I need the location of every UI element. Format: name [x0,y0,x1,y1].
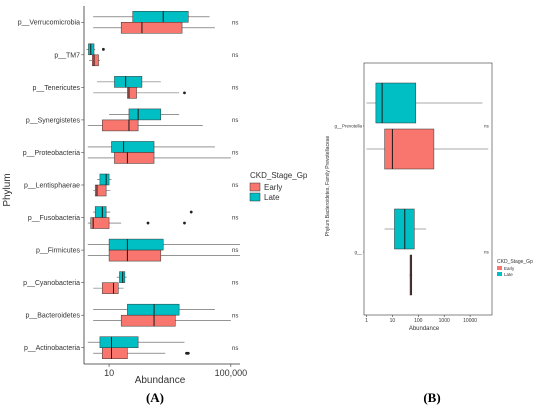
panel-b-category-label-g-prevotella: g__Prevotella [334,124,362,129]
panel-a-significance-p-firmicutes: ns [232,248,238,254]
panel-a-category-label-p-synergistetes: p__Synergistetes [26,117,81,124]
panel-a-box-p-lentisphaerae-late [99,173,110,186]
panel-a-category-label-p-fusobacteria: p__Fusobacteria [28,215,80,222]
panel-a-outlier-p-tenericutes-early-0 [183,91,186,95]
panel-b-significance-labels: ns ns [484,124,490,255]
panel-a-box-p-synergistetes-early [102,119,139,132]
panel-b-chart: g__Prevotella g__ ns ns 1 10 100 1000 10000 Ab… [325,62,533,405]
panel-a-x-tick-label-0: 10 [104,368,114,378]
panel-a-significance-p-fusobacteria: ns [232,216,238,222]
panel-a-box-p-bacteroidetes-late [127,303,180,316]
panel-b-legend-label-late: Late [504,272,513,277]
panel-a-legend-swatch-late [249,192,261,202]
panel-a-outlier-p-actinobacteria-early-2 [186,351,190,355]
panel-a-chart: p__Verrucomicrobia p__TM7 p__Tenericutes p_… [2,6,308,405]
panel-a-significance-labels: ns ns ns ns ns ns ns ns ns ns ns [232,20,238,351]
panel-a-significance-p-synergistetes: ns [232,118,238,124]
panel-a-significance-p-cyanobacteria: ns [232,281,238,287]
panel-b-category-labels: g__Prevotella g__ [334,124,364,255]
panel-a-box-p-actinobacteria-late [99,336,139,348]
panel-a-box-p-actinobacteria-early [102,347,128,359]
panel-b-x-tick-label-4: 10000 [463,318,477,324]
panel-a-box-p-tenericutes-early [127,87,137,99]
panel-b-category-label-g: g__ [354,250,362,255]
panel-a-x-axis: 10 100,000 [104,364,247,378]
panel-b-x-axis: 1 10 100 1000 10000 [365,315,477,324]
panel-b-x-tick-label-3: 1000 [439,318,450,324]
panel-a-legend-title: CKD_Stage_Gp [250,171,308,180]
panel-a-box-p-tm7-early [92,54,99,67]
panel-a-caption: (A) [146,390,164,405]
panel-a-box-p-cyanobacteria-late [119,271,126,283]
panel-a-boxes [88,11,193,359]
panel-a-category-label-p-verrucomicrobia: p__Verrucomicrobia [18,20,80,27]
panel-a-box-p-cyanobacteria-early [102,282,119,294]
panel-a-significance-p-actinobacteria: ns [232,346,238,352]
panel-a-category-label-p-firmicutes: p__Firmicutes [36,248,80,255]
panel-a-box-p-proteobacteria-early [114,152,155,164]
panel-a-legend-swatch-early [249,182,261,192]
panel-a-outlier-p-fusobacteria-early-1 [183,221,186,225]
panel-a-significance-p-bacteroidetes: ns [232,313,238,319]
panel-b-legend-label-early: Early [504,266,515,271]
panel-a-legend-label-early: Early [264,183,282,192]
panel-a-box-p-verrucomicrobia-early [120,22,183,34]
panel-a-significance-p-tenericutes: ns [232,85,238,91]
panel-a-legend: CKD_Stage_Gp Early Late [249,171,308,202]
panel-b-significance-g-prevotella: ns [484,124,490,129]
panel-b-legend-swatch-late [497,272,502,276]
panel-b-legend-swatch-early [497,266,502,270]
panel-b-x-tick-label-2: 100 [414,318,423,324]
panel-a-box-p-firmicutes-early [108,249,162,262]
panel-b-significance-g: ns [484,250,490,255]
panel-a-category-label-p-actinobacteria: p__Actinobacteria [24,345,80,352]
panel-a-category-label-p-tm7: p__TM7 [54,52,80,59]
panel-a-box-p-firmicutes-late [108,238,164,251]
panel-a-outlier-p-tm7-late-0 [101,47,105,51]
panel-a-box-p-fusobacteria-early [90,217,110,229]
panel-a-category-label-p-proteobacteria: p__Proteobacteria [23,150,80,157]
panel-a-box-p-lentisphaerae-early [94,184,107,197]
panel-b-legend: CKD_Stage_Gp Early Late [497,259,533,277]
panel-a-y-axis-title: Phylum [2,173,13,206]
panel-a-significance-p-lentisphaerae: ns [232,183,238,189]
panel-a-outlier-p-fusobacteria-late-0 [189,210,193,214]
panel-a-significance-p-tm7: ns [232,53,238,59]
panel-a-box-p-bacteroidetes-early [120,314,176,327]
panel-b-y-axis-title: Phylum Bacteroidetes, Family Prevotellac… [325,135,331,236]
panel-b-caption: (B) [423,390,440,405]
panel-a-outlier-p-fusobacteria-early-0 [146,221,150,225]
panel-b-x-axis-title: Abundance [409,326,440,332]
panel-a-category-label-p-tenericutes: p__Tenericutes [33,85,81,92]
panel-b-boxes [375,82,435,296]
panel-b-legend-title: CKD_Stage_Gp [497,259,533,265]
panel-a-significance-p-proteobacteria: ns [232,151,238,157]
panel-a-x-axis-title: Abundance [135,375,186,386]
panel-a-category-label-p-cyanobacteria: p__Cyanobacteria [23,280,80,287]
panel-b-x-tick-label-1: 10 [390,318,396,324]
panel-a-box-p-proteobacteria-late [111,141,155,153]
panel-a-legend-label-late: Late [264,193,280,202]
panel-a-category-labels: p__Verrucomicrobia p__TM7 p__Tenericutes p_… [18,20,84,352]
panel-a-x-tick-label-1: 100,000 [215,368,248,378]
panel-a-box-p-synergistetes-late [128,108,162,121]
panel-a-box-p-verrucomicrobia-late [132,11,189,23]
panel-a-category-label-p-bacteroidetes: p__Bacteroidetes [26,313,81,320]
panel-a-significance-p-verrucomicrobia: ns [232,20,238,26]
panel-a-box-p-fusobacteria-late [94,206,107,218]
panel-a-category-label-p-lentisphaerae: p__Lentisphaerae [24,182,80,189]
panel-b-x-tick-label-0: 1 [365,318,368,324]
panel-a-box-p-tenericutes-late [114,76,143,88]
